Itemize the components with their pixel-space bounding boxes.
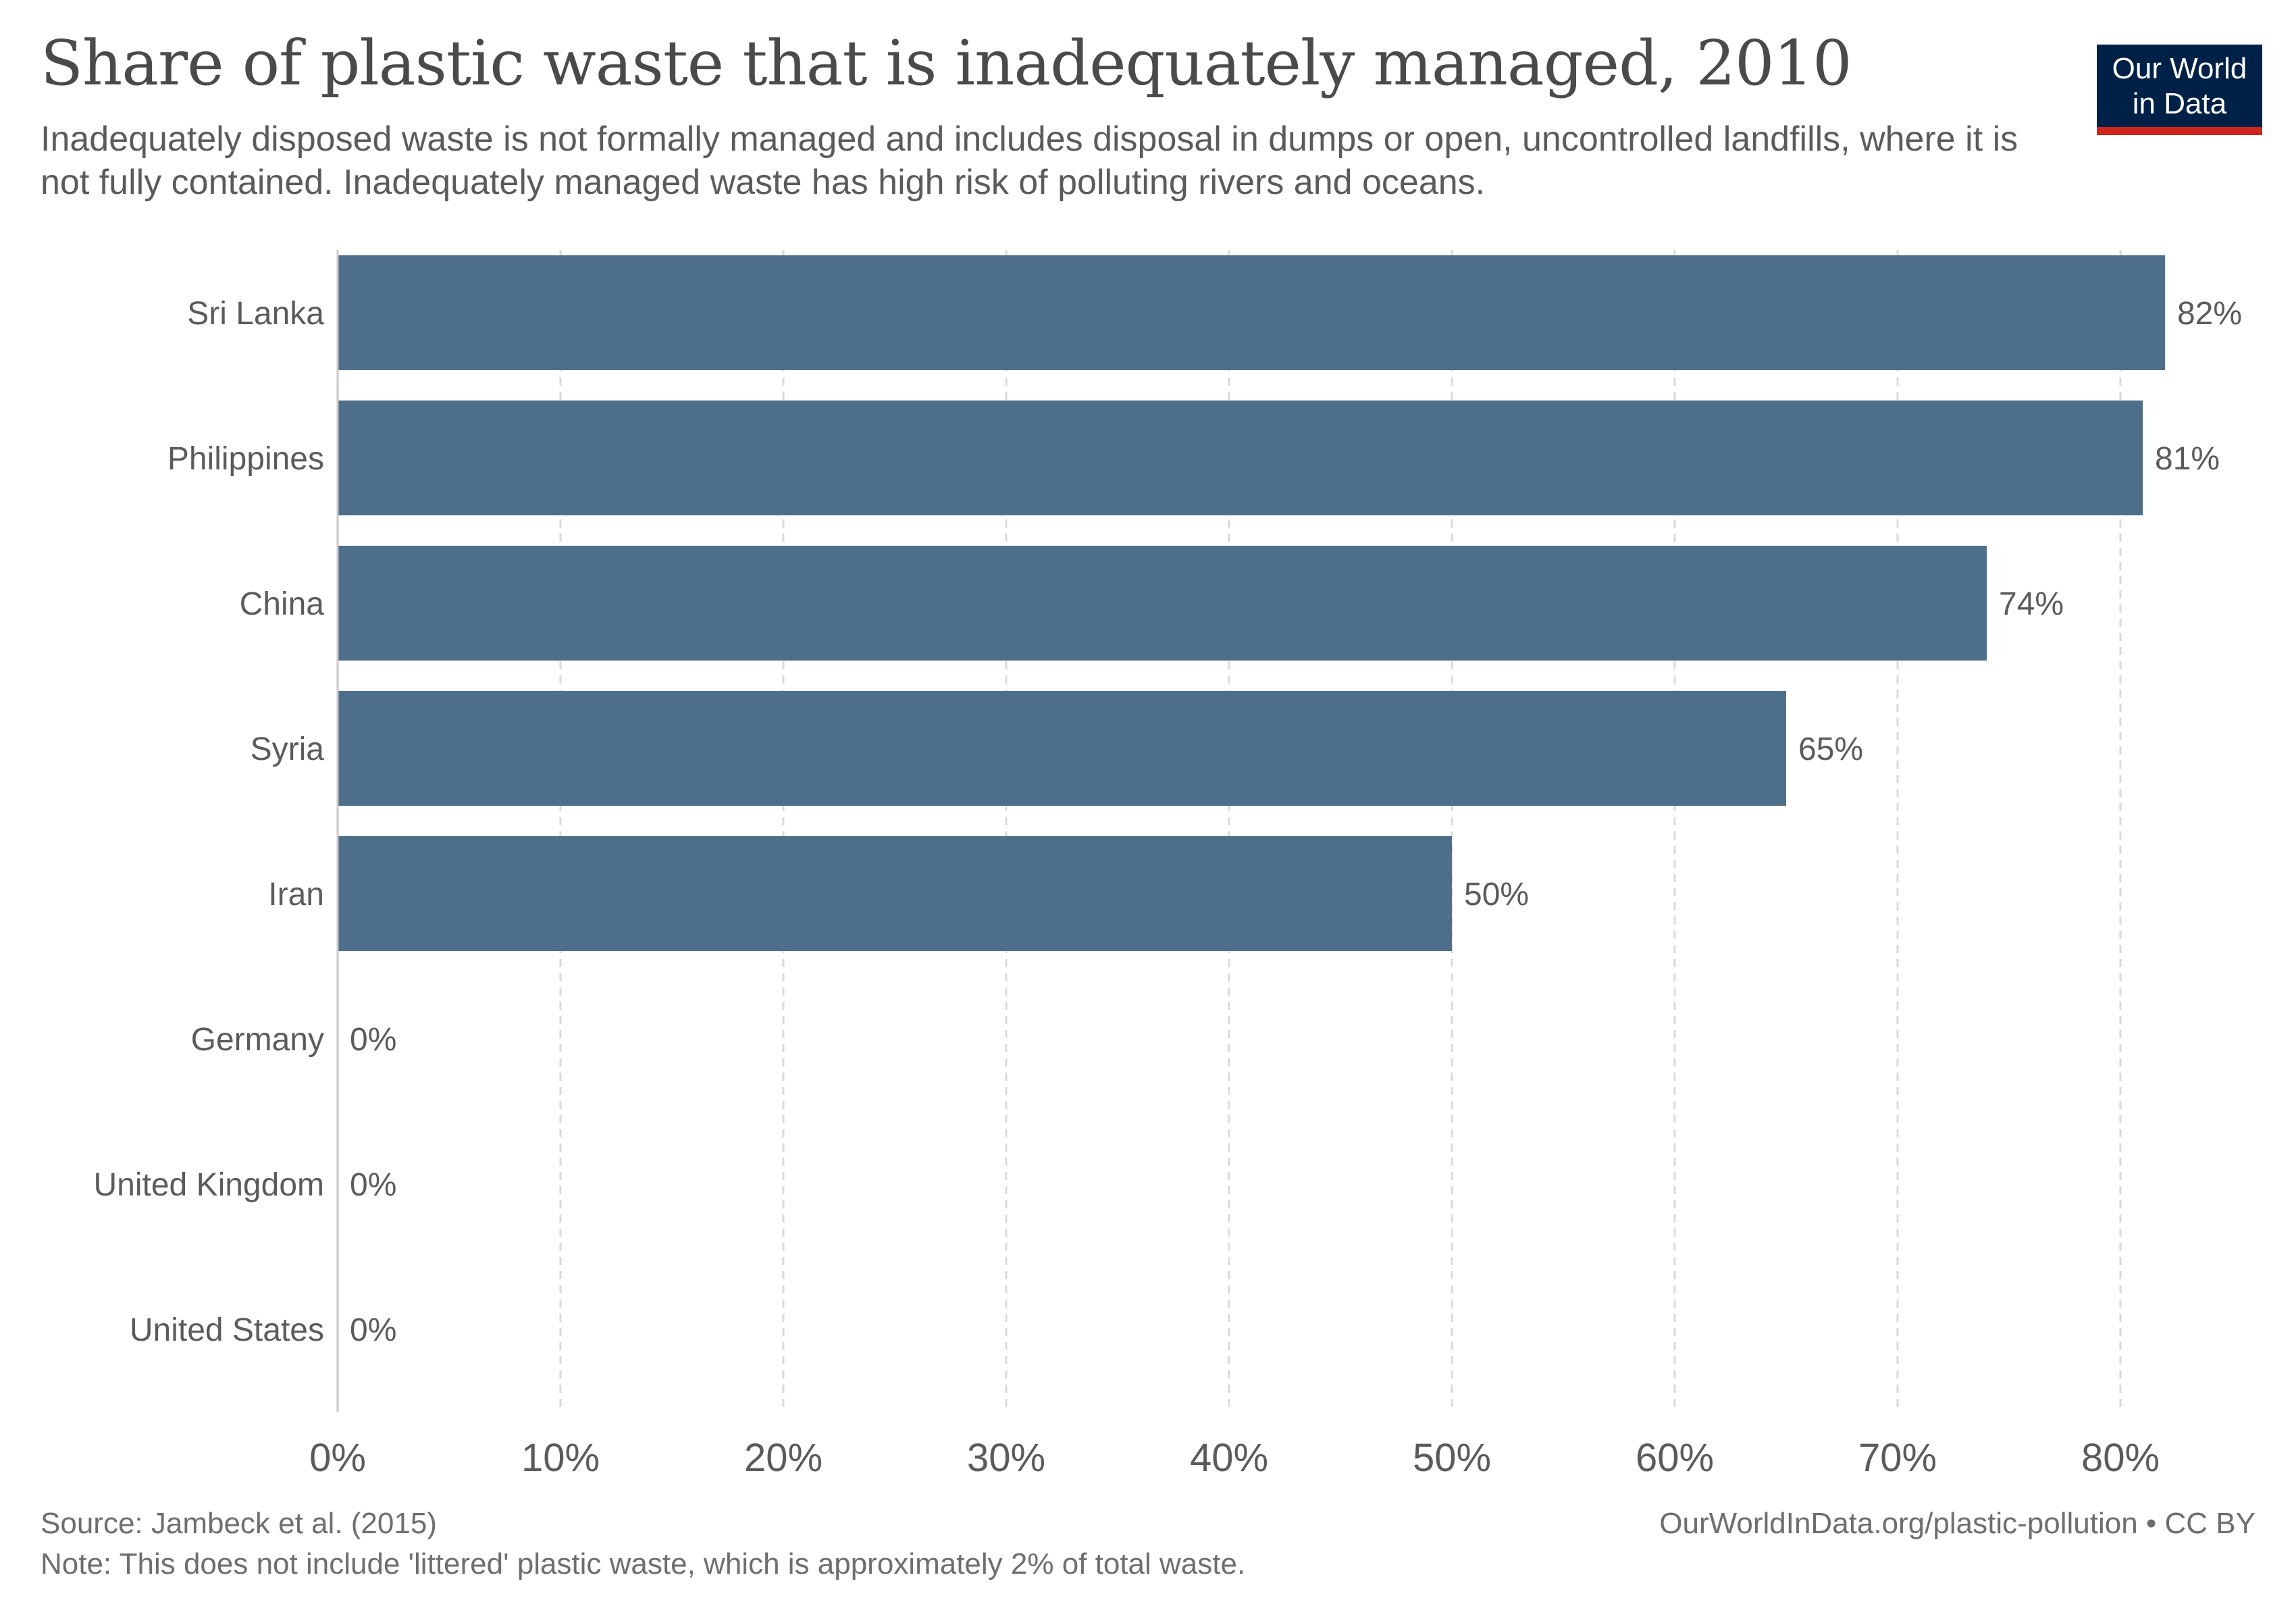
x-tick-label: 10% bbox=[521, 1436, 600, 1480]
value-label: 82% bbox=[2177, 296, 2242, 332]
bar-chart: Sri Lanka 82% Philippines 81% China 74% Syria 6… bbox=[93, 250, 2242, 1480]
x-tick-label: 0% bbox=[309, 1436, 366, 1480]
category-label: Philippines bbox=[167, 441, 324, 477]
category-label: Iran bbox=[268, 877, 324, 912]
source-text[interactable]: Source: Jambeck et al. (2015) bbox=[41, 1507, 437, 1540]
bar-sri-lanka bbox=[338, 255, 2165, 370]
bar-iran bbox=[338, 836, 1452, 951]
x-tick-label: 20% bbox=[744, 1436, 823, 1480]
value-label: 81% bbox=[2155, 441, 2220, 477]
logo-line-2: in Data bbox=[2132, 87, 2227, 120]
logo-line-1: Our World bbox=[2112, 52, 2247, 85]
category-label: Germany bbox=[191, 1022, 324, 1058]
category-label: China bbox=[240, 586, 325, 622]
x-tick-label: 70% bbox=[1858, 1436, 1937, 1480]
value-label: 65% bbox=[1798, 731, 1863, 767]
chart-subtitle: Inadequately disposed waste is not forma… bbox=[41, 120, 2018, 202]
category-label: United States bbox=[130, 1312, 324, 1348]
footer-left: Source: Jambeck et al. (2015) Note: This… bbox=[41, 1503, 1245, 1585]
x-tick-label: 80% bbox=[2081, 1436, 2160, 1480]
category-label: Syria bbox=[251, 731, 325, 767]
value-label: 50% bbox=[1464, 877, 1529, 912]
bar-syria bbox=[338, 691, 1786, 806]
chart-title: Share of plastic waste that is inadequat… bbox=[41, 27, 1852, 99]
bar-philippines bbox=[338, 401, 2143, 515]
value-label: 0% bbox=[350, 1022, 396, 1058]
note-text: Note: This does not include 'littered' p… bbox=[41, 1547, 1246, 1580]
owid-logo[interactable]: Our World in Data bbox=[2097, 45, 2262, 135]
x-tick-label: 50% bbox=[1413, 1436, 1491, 1480]
bar-china bbox=[338, 546, 1987, 661]
value-label: 0% bbox=[350, 1312, 396, 1348]
value-label: 0% bbox=[350, 1167, 396, 1203]
x-tick-label: 30% bbox=[967, 1436, 1045, 1480]
value-label: 74% bbox=[1999, 586, 2064, 622]
category-label: United Kingdom bbox=[93, 1167, 324, 1203]
category-label: Sri Lanka bbox=[187, 296, 324, 332]
attribution-link[interactable]: OurWorldInData.org/plastic-pollution • C… bbox=[1659, 1507, 2255, 1540]
x-tick-label: 60% bbox=[1636, 1436, 1714, 1480]
x-tick-label: 40% bbox=[1190, 1436, 1268, 1480]
